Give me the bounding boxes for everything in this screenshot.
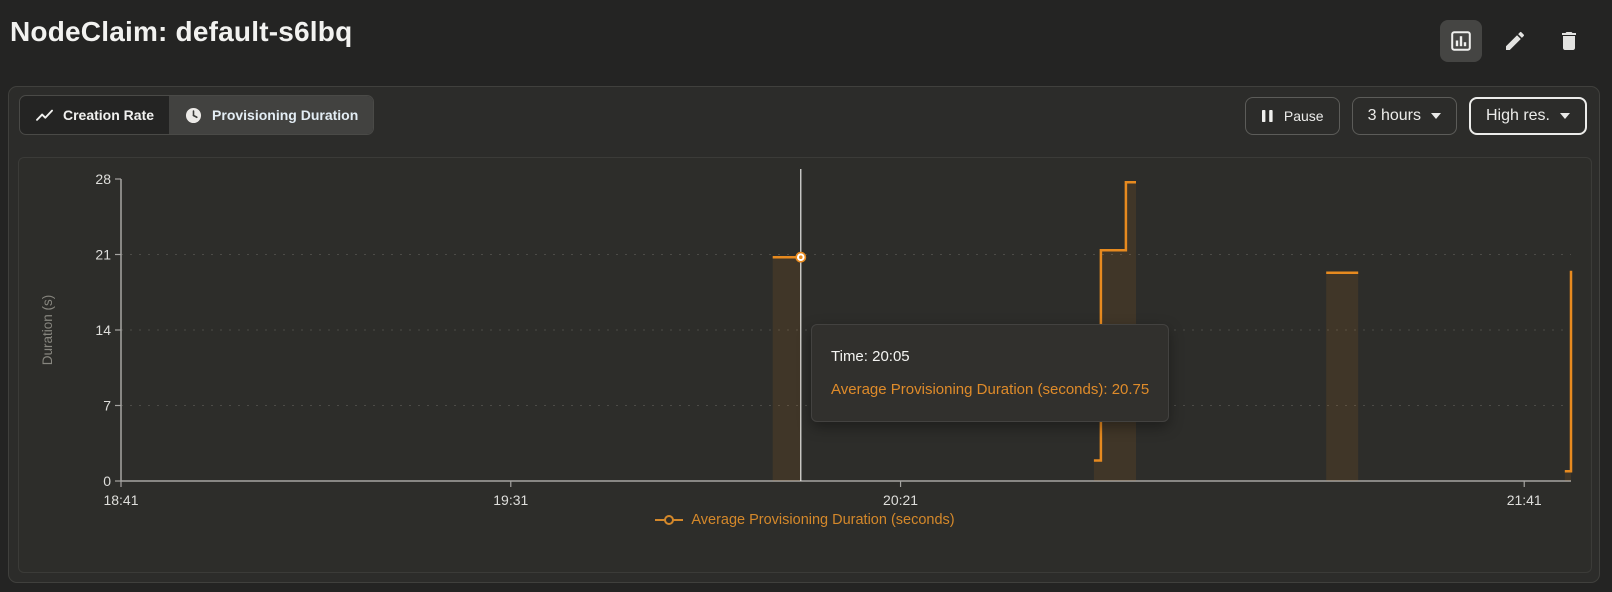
chevron-down-icon xyxy=(1560,113,1570,119)
delete-button[interactable] xyxy=(1548,20,1590,62)
nodeclaim-metrics-card: Creation Rate Provisioning Duration Paus… xyxy=(8,86,1600,583)
svg-text:21:41: 21:41 xyxy=(1507,492,1542,508)
tab-provisioning-duration[interactable]: Provisioning Duration xyxy=(169,96,374,134)
chart-view-button[interactable] xyxy=(1440,20,1482,62)
svg-text:14: 14 xyxy=(95,322,111,338)
tooltip-time: Time: 20:05 xyxy=(831,348,910,365)
legend-line-icon xyxy=(655,515,684,525)
resolution-select[interactable]: High res. xyxy=(1468,97,1587,135)
svg-text:28: 28 xyxy=(95,171,111,187)
svg-text:7: 7 xyxy=(103,398,111,414)
svg-text:18:41: 18:41 xyxy=(103,492,138,508)
chart-container: 0 7 14 21 28 18:41 19:31 20:21 21:41 Duration (s)… xyxy=(18,157,1592,573)
line-chart-icon xyxy=(36,109,53,121)
tooltip-value: Average Provisioning Duration (seconds):… xyxy=(831,381,1150,398)
svg-text:21: 21 xyxy=(95,247,111,263)
legend-label: Average Provisioning Duration (seconds) xyxy=(691,512,955,528)
svg-text:20:21: 20:21 xyxy=(883,492,918,508)
time-range-value: 3 hours xyxy=(1367,107,1421,124)
svg-text:Duration (s): Duration (s) xyxy=(40,295,55,366)
provisioning-duration-chart[interactable]: 0 7 14 21 28 18:41 19:31 20:21 21:41 Duration (s) xyxy=(19,158,1591,572)
clock-icon xyxy=(186,107,202,123)
tab-label: Provisioning Duration xyxy=(212,107,359,123)
pause-label: Pause xyxy=(1283,108,1324,124)
pencil-icon xyxy=(1506,31,1525,50)
chart-tooltip: Time: 20:05 Average Provisioning Duratio… xyxy=(811,324,1170,422)
svg-text:0: 0 xyxy=(103,473,111,489)
trash-icon xyxy=(1562,32,1576,50)
page-title: NodeClaim: default-s6lbq xyxy=(10,16,353,47)
chart-controls: Pause 3 hours High res. xyxy=(1244,97,1587,135)
pause-icon xyxy=(1261,110,1273,122)
edit-button[interactable] xyxy=(1494,20,1536,62)
time-range-select[interactable]: 3 hours xyxy=(1351,97,1457,135)
chart-legend[interactable]: Average Provisioning Duration (seconds) xyxy=(19,512,1591,528)
tab-creation-rate[interactable]: Creation Rate xyxy=(20,96,169,134)
chart-type-tabs: Creation Rate Provisioning Duration xyxy=(19,95,375,135)
resolution-value: High res. xyxy=(1485,107,1550,124)
bar-chart-icon xyxy=(1451,31,1471,51)
pause-button[interactable]: Pause xyxy=(1244,97,1340,135)
header-actions xyxy=(1440,20,1590,62)
tab-label: Creation Rate xyxy=(63,107,155,123)
chevron-down-icon xyxy=(1430,113,1441,119)
svg-text:19:31: 19:31 xyxy=(493,492,528,508)
